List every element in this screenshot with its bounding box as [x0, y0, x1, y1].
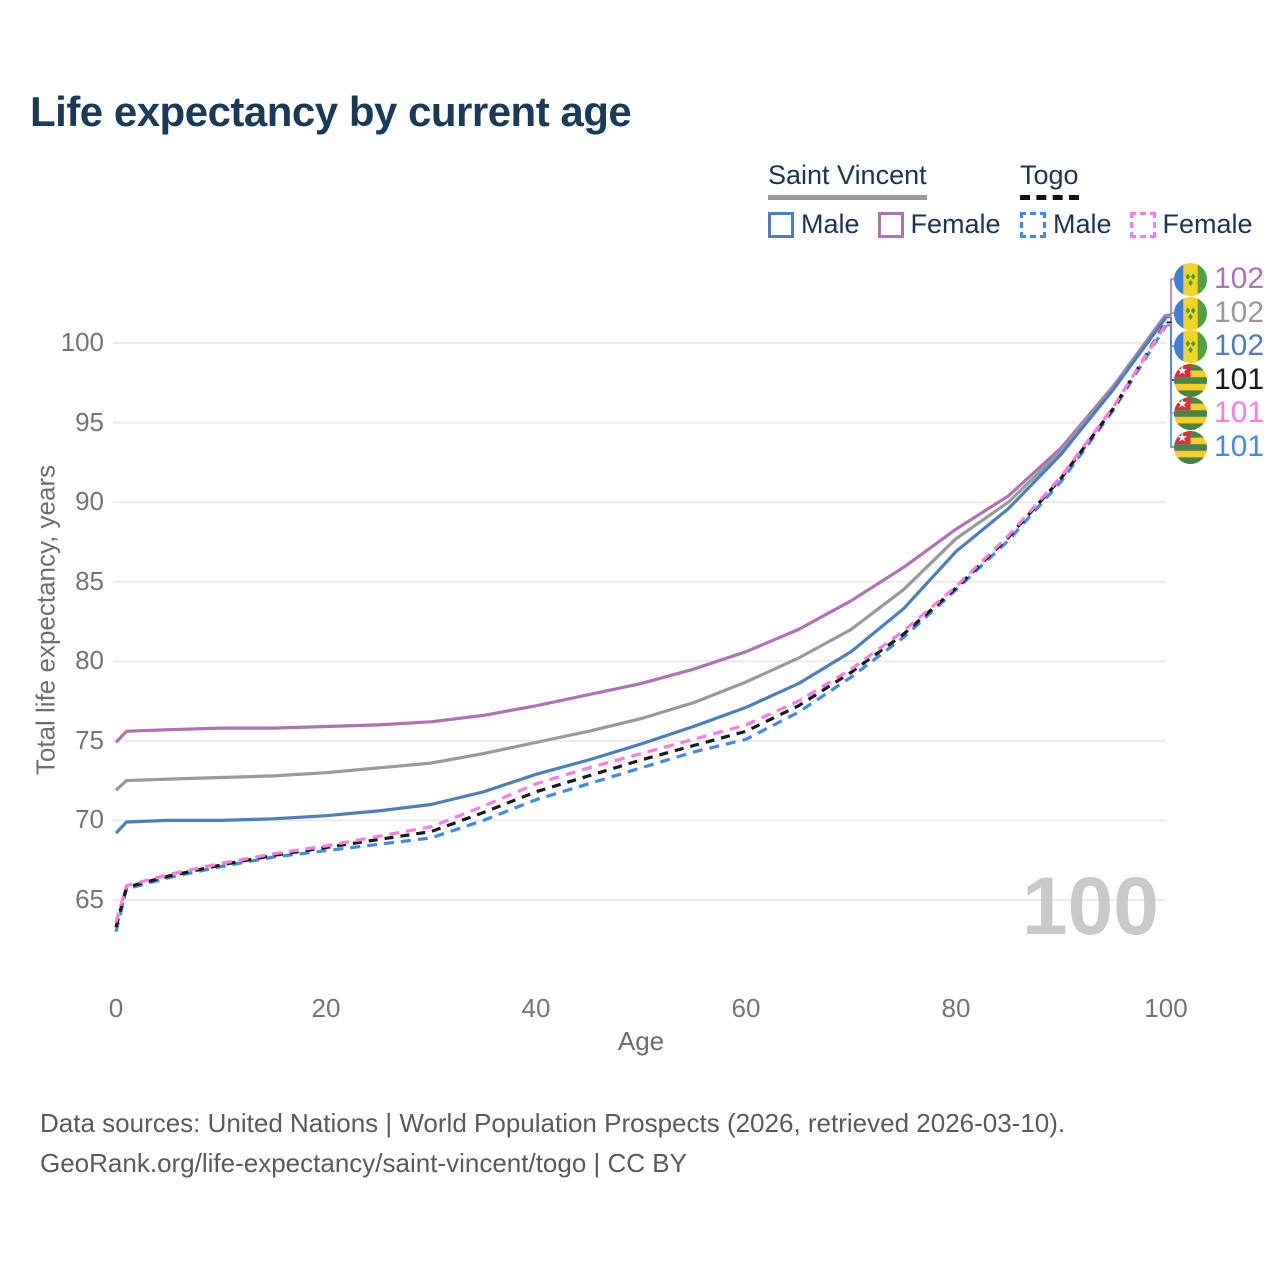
y-tick-95: 95 [75, 406, 104, 437]
legend-item-label: Female [1162, 209, 1253, 239]
legend-items-togo: Male Female [1020, 209, 1253, 240]
footer-data-sources: Data sources: United Nations | World Pop… [40, 1108, 1066, 1138]
x-axis-title: Age [617, 1026, 665, 1056]
series-line-saint-vincent-male[interactable] [114, 316, 1168, 835]
x-tick-60: 60 [731, 993, 761, 1023]
y-tick-85: 85 [75, 565, 104, 596]
x-tick-80: 80 [941, 993, 971, 1023]
x-tick-0: 0 [108, 993, 124, 1023]
series-line-togo-male[interactable] [114, 324, 1168, 933]
legend-item-label: Male [1053, 209, 1112, 239]
x-tick-20: 20 [311, 993, 341, 1023]
footer-attribution: GeoRank.org/life-expectancy/saint-vincen… [40, 1148, 687, 1178]
legend-swatch-solid [877, 211, 904, 238]
legend-swatch-dashed [1020, 211, 1046, 238]
series-line-togo-both-sexes[interactable] [114, 321, 1168, 928]
togo-flag-icon [1174, 430, 1207, 464]
age-counter-watermark: 100 [1022, 861, 1159, 952]
togo-flag-icon [1174, 363, 1207, 397]
end-label-togo-male: 101 [1174, 430, 1264, 464]
legend-item-togo-male[interactable]: Male [1020, 209, 1112, 240]
series-line-togo-female[interactable] [114, 323, 1168, 923]
legend-item-label: Female [910, 209, 1001, 239]
legend-swatch-dashed [1129, 211, 1156, 238]
end-label-connector-saint-vincent-female [1166, 278, 1175, 316]
legend-item-label: Male [801, 209, 860, 239]
end-label-togo-female: 101 [1174, 396, 1264, 430]
legend-swatch-solid [768, 211, 794, 238]
end-label-connector-saint-vincent-both-sexes [1166, 312, 1175, 317]
end-label-saint-vincent-male: 102 [1174, 329, 1264, 363]
legend-group-title-saint-vincent[interactable]: Saint Vincent [768, 160, 927, 200]
end-label-saint-vincent-both-sexes: 102 [1174, 296, 1264, 330]
end-label-value: 102 [1214, 262, 1265, 295]
end-label-togo-both-sexes: 101 [1174, 363, 1264, 397]
legend-group-title-togo[interactable]: Togo [1020, 160, 1079, 200]
y-tick-80: 80 [75, 645, 104, 676]
y-tick-90: 90 [75, 486, 104, 517]
chart-title: Life expectancy by current age [30, 88, 632, 135]
end-label-saint-vincent-female: 102 [1174, 262, 1264, 296]
series-line-saint-vincent-female[interactable] [114, 313, 1168, 744]
legend-group-togo: Togo Male Female [1020, 160, 1253, 240]
end-label-value: 101 [1214, 396, 1265, 429]
end-label-connector-togo-male [1166, 324, 1175, 448]
togo-flag-icon [1174, 396, 1207, 430]
end-label-value: 102 [1214, 329, 1265, 362]
end-label-value: 101 [1214, 430, 1265, 463]
y-tick-75: 75 [75, 724, 104, 755]
y-tick-65: 65 [75, 884, 104, 914]
legend-item-togo-female[interactable]: Female [1129, 209, 1253, 240]
saint-vincent-flag-icon [1174, 329, 1207, 363]
y-tick-70: 70 [75, 804, 104, 835]
legend-items-saint-vincent: Male Female [768, 209, 1001, 240]
x-tick-100: 100 [1144, 993, 1188, 1023]
end-label-value: 102 [1214, 296, 1265, 329]
series-line-saint-vincent-both-sexes[interactable] [114, 314, 1168, 792]
legend-group-saint-vincent: Saint Vincent Male Female [768, 160, 1001, 240]
saint-vincent-flag-icon [1174, 296, 1207, 330]
y-tick-100: 100 [60, 327, 104, 357]
x-tick-40: 40 [521, 993, 551, 1023]
saint-vincent-flag-icon [1174, 262, 1207, 296]
legend-item-saint-vincent-female[interactable]: Female [877, 209, 1001, 240]
legend-item-saint-vincent-male[interactable]: Male [768, 209, 860, 240]
end-label-value: 101 [1214, 363, 1265, 396]
